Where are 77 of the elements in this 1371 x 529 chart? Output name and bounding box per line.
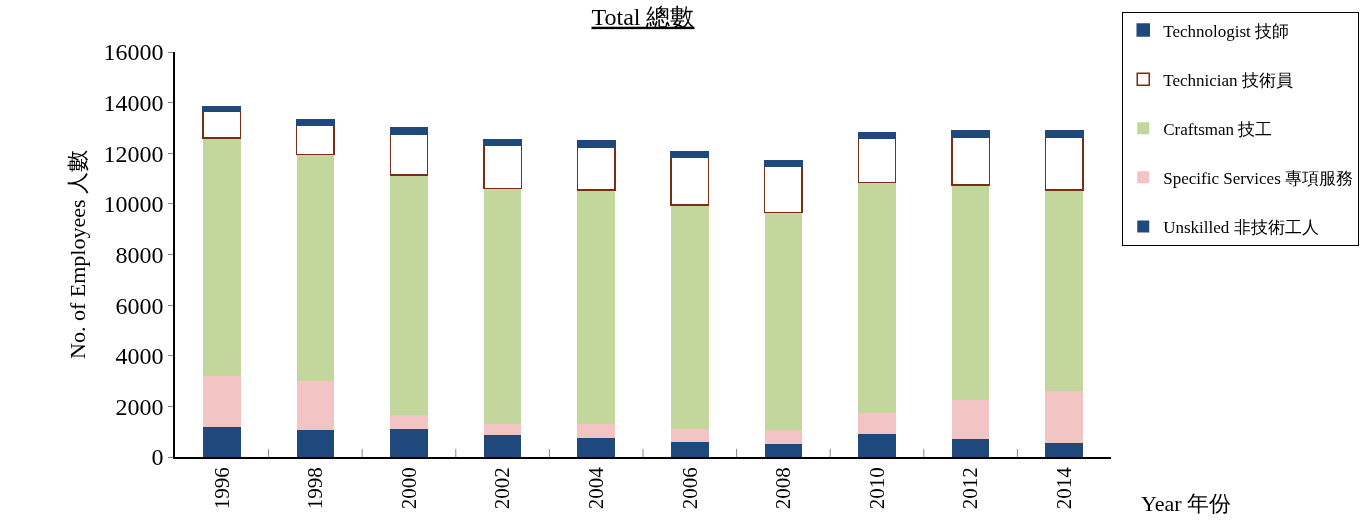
bar	[857, 131, 897, 139]
bar	[390, 174, 428, 416]
x-tick-label: 2012	[958, 467, 983, 510]
bar	[1045, 443, 1083, 457]
bar	[763, 159, 803, 167]
bar	[671, 429, 709, 442]
bar	[295, 118, 335, 127]
bar	[483, 424, 522, 436]
y-tick-label: 0	[151, 444, 164, 471]
y-tick-label: 14000	[103, 90, 164, 117]
bar	[296, 381, 335, 431]
bar	[483, 188, 522, 425]
bar	[483, 138, 523, 147]
bar	[483, 144, 523, 190]
y-tick-label: 6000	[115, 292, 164, 319]
y-axis-title: No. of Employees 人數	[64, 150, 90, 359]
bar	[390, 415, 428, 430]
bar	[951, 400, 990, 440]
legend-label: Unskilled 非技術工人	[1163, 218, 1319, 238]
bar	[576, 139, 616, 148]
bar	[671, 205, 709, 430]
bar	[764, 212, 803, 431]
legend-label: Specific Services 專項服務	[1163, 168, 1354, 188]
x-tick-label: 2000	[396, 467, 421, 510]
bar	[577, 189, 615, 425]
bar	[296, 154, 335, 382]
bar	[483, 435, 522, 457]
x-tick-label: 2002	[490, 467, 515, 510]
chart-title: Total 總數	[591, 3, 695, 30]
x-tick-label: 2004	[584, 466, 609, 510]
bar	[1045, 391, 1083, 444]
x-tick-label: 2008	[771, 467, 796, 510]
bar	[671, 441, 709, 457]
y-tick-label: 8000	[115, 241, 164, 268]
bar	[203, 426, 241, 457]
bar	[951, 184, 990, 401]
bar	[763, 165, 803, 214]
bar	[670, 150, 710, 158]
legend-label: Technologist 技師	[1163, 21, 1290, 41]
bar	[951, 130, 991, 138]
bar	[390, 429, 428, 457]
bar	[764, 444, 803, 457]
legend-label: Craftsman 技工	[1163, 119, 1273, 139]
y-tick-label: 2000	[115, 393, 164, 420]
bar	[203, 376, 241, 427]
bar	[296, 430, 335, 457]
bar	[389, 127, 429, 136]
bar	[858, 412, 896, 435]
y-tick-label: 12000	[103, 140, 164, 167]
x-tick-label: 2014	[1052, 466, 1077, 510]
bar	[670, 156, 710, 206]
x-tick-label: 1996	[209, 467, 234, 510]
bar	[858, 182, 896, 413]
bar	[1044, 136, 1084, 191]
bar	[295, 124, 335, 156]
y-tick-label: 4000	[115, 343, 164, 370]
bar	[858, 434, 896, 457]
legend-label: Technician 技術員	[1163, 70, 1293, 90]
y-tick-label: 16000	[103, 39, 164, 66]
bar	[576, 146, 616, 191]
bar	[202, 110, 242, 139]
y-tick-label: 10000	[103, 191, 164, 218]
x-tick-label: 2010	[864, 467, 889, 510]
bar	[577, 424, 615, 439]
bar	[202, 105, 242, 113]
bar	[951, 136, 991, 186]
bar	[577, 438, 615, 457]
bar	[203, 138, 241, 376]
x-axis-title: Year 年份	[1141, 491, 1232, 516]
bar	[857, 137, 897, 184]
bar	[389, 133, 429, 176]
bar	[764, 430, 803, 445]
bar	[1045, 189, 1083, 392]
x-tick-label: 2006	[677, 467, 702, 510]
bar	[951, 439, 990, 457]
bar	[1044, 129, 1084, 138]
x-tick-label: 1998	[303, 467, 328, 510]
